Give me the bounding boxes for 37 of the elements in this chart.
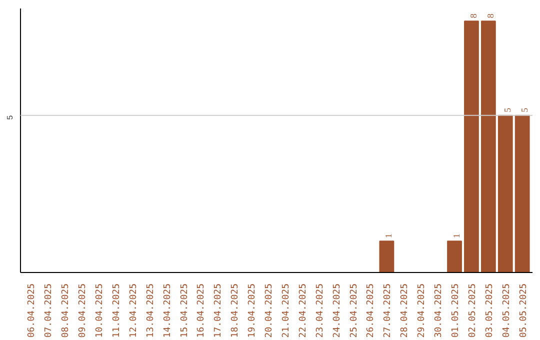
x-tick-label: 20.04.2025 [264, 283, 275, 338]
x-tick-label: 17.04.2025 [214, 283, 224, 338]
x-tick-label: 27.04.2025 [383, 283, 394, 338]
x-tick-label: 23.04.2025 [315, 283, 326, 338]
x-tick-label: 11.04.2025 [112, 283, 122, 338]
x-tick-label: 12.04.2025 [128, 283, 139, 338]
x-tick-label: 02.05.2025 [468, 283, 478, 338]
x-tick-label: 18.04.2025 [230, 283, 241, 338]
x-tick-label: 29.04.2025 [417, 283, 428, 338]
x-tick-label: 16.04.2025 [196, 283, 207, 338]
x-tick-label: 19.04.2025 [248, 283, 258, 338]
x-tick-label: 04.05.2025 [502, 283, 512, 338]
x-tick-label: 25.04.2025 [349, 283, 360, 338]
x-tick-label: 21.04.2025 [281, 283, 292, 338]
x-tick-label: 24.04.2025 [332, 283, 342, 338]
x-tick-label: 10.04.2025 [94, 283, 105, 338]
x-tick-label: 07.04.2025 [44, 283, 54, 338]
x-tick-label: 28.04.2025 [400, 283, 410, 338]
x-tick-label: 08.04.2025 [61, 283, 72, 338]
data-label: 8 [485, 13, 496, 18]
x-tick-label: 13.04.2025 [146, 283, 156, 338]
x-tick-label: 03.05.2025 [484, 283, 495, 338]
data-label: 5 [502, 107, 512, 112]
data-label: 8 [468, 13, 478, 18]
x-tick-label: 22.04.2025 [298, 283, 308, 338]
x-tick-label: 30.04.2025 [434, 283, 444, 338]
x-tick-label: 15.04.2025 [180, 283, 190, 338]
x-tick-label: 05.05.2025 [518, 283, 529, 338]
x-tick-label: 26.04.2025 [366, 283, 376, 338]
data-label: 1 [452, 234, 462, 238]
x-tick-label: 06.04.2025 [27, 283, 38, 338]
x-tick-label: 01.05.2025 [451, 283, 462, 338]
x-tick-label: 09.04.2025 [78, 283, 88, 338]
data-label: 1 [384, 234, 394, 238]
data-label: 5 [519, 107, 530, 112]
ref-line-label: 5 [6, 114, 14, 120]
x-tick-label: 14.04.2025 [162, 283, 173, 338]
